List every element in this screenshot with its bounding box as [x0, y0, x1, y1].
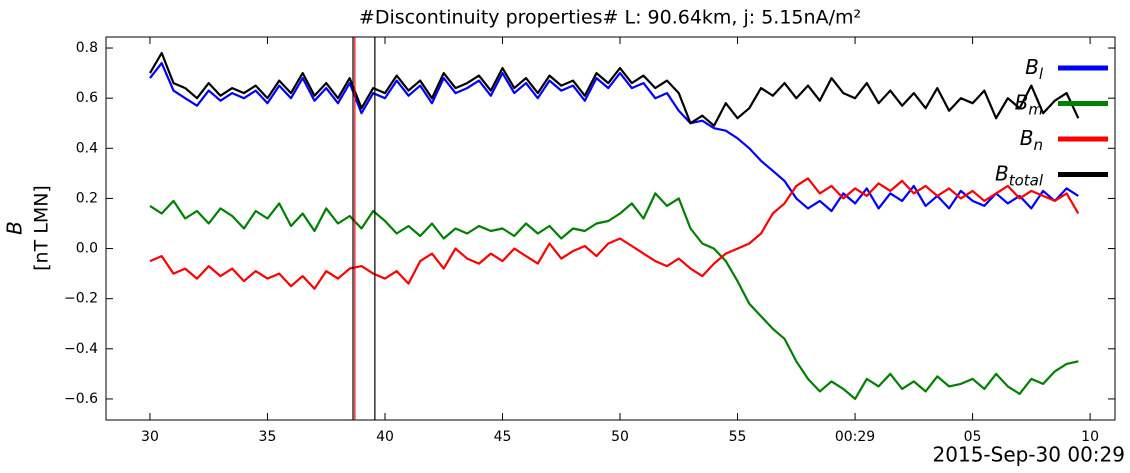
- y-tick-label: 0.0: [76, 241, 98, 257]
- series-line: [149, 192, 1079, 400]
- legend-label: Btotal: [995, 161, 1044, 189]
- x-tick-label: 00:29: [835, 429, 875, 445]
- y-label-unit: [nT LMN]: [31, 185, 53, 271]
- x-tick-label: 10: [1081, 429, 1099, 445]
- x-tick-label: 50: [611, 429, 629, 445]
- x-tick-label: 45: [494, 429, 512, 445]
- y-tick-label: −0.4: [64, 341, 98, 357]
- x-tick-label: 05: [964, 429, 982, 445]
- series-line: [149, 51, 1080, 127]
- plot-frame: [105, 36, 1116, 421]
- x-corner-label: 2015-Sep-30 00:29: [933, 443, 1125, 467]
- y-tick-label: −0.2: [64, 291, 98, 307]
- x-tick-label: 40: [376, 429, 394, 445]
- y-tick-label: 0.6: [76, 90, 98, 106]
- x-tick-label: 55: [729, 429, 747, 445]
- x-tick-label: 35: [259, 429, 277, 445]
- legend-label: Bl: [1025, 55, 1044, 83]
- series-line: [149, 61, 1079, 213]
- legend-label: Bm: [1015, 90, 1043, 118]
- chart-title: #Discontinuity properties# L: 90.64km, j…: [359, 7, 861, 29]
- y-tick-label: 0.2: [76, 190, 98, 206]
- y-tick-label: −0.6: [64, 391, 98, 407]
- series-line: [149, 177, 1080, 290]
- y-tick-label: 0.4: [76, 140, 98, 156]
- y-tick-label: 0.8: [76, 40, 98, 56]
- y-label: B: [3, 221, 27, 235]
- x-tick-label: 30: [141, 429, 159, 445]
- legend-label: Bn: [1020, 126, 1043, 154]
